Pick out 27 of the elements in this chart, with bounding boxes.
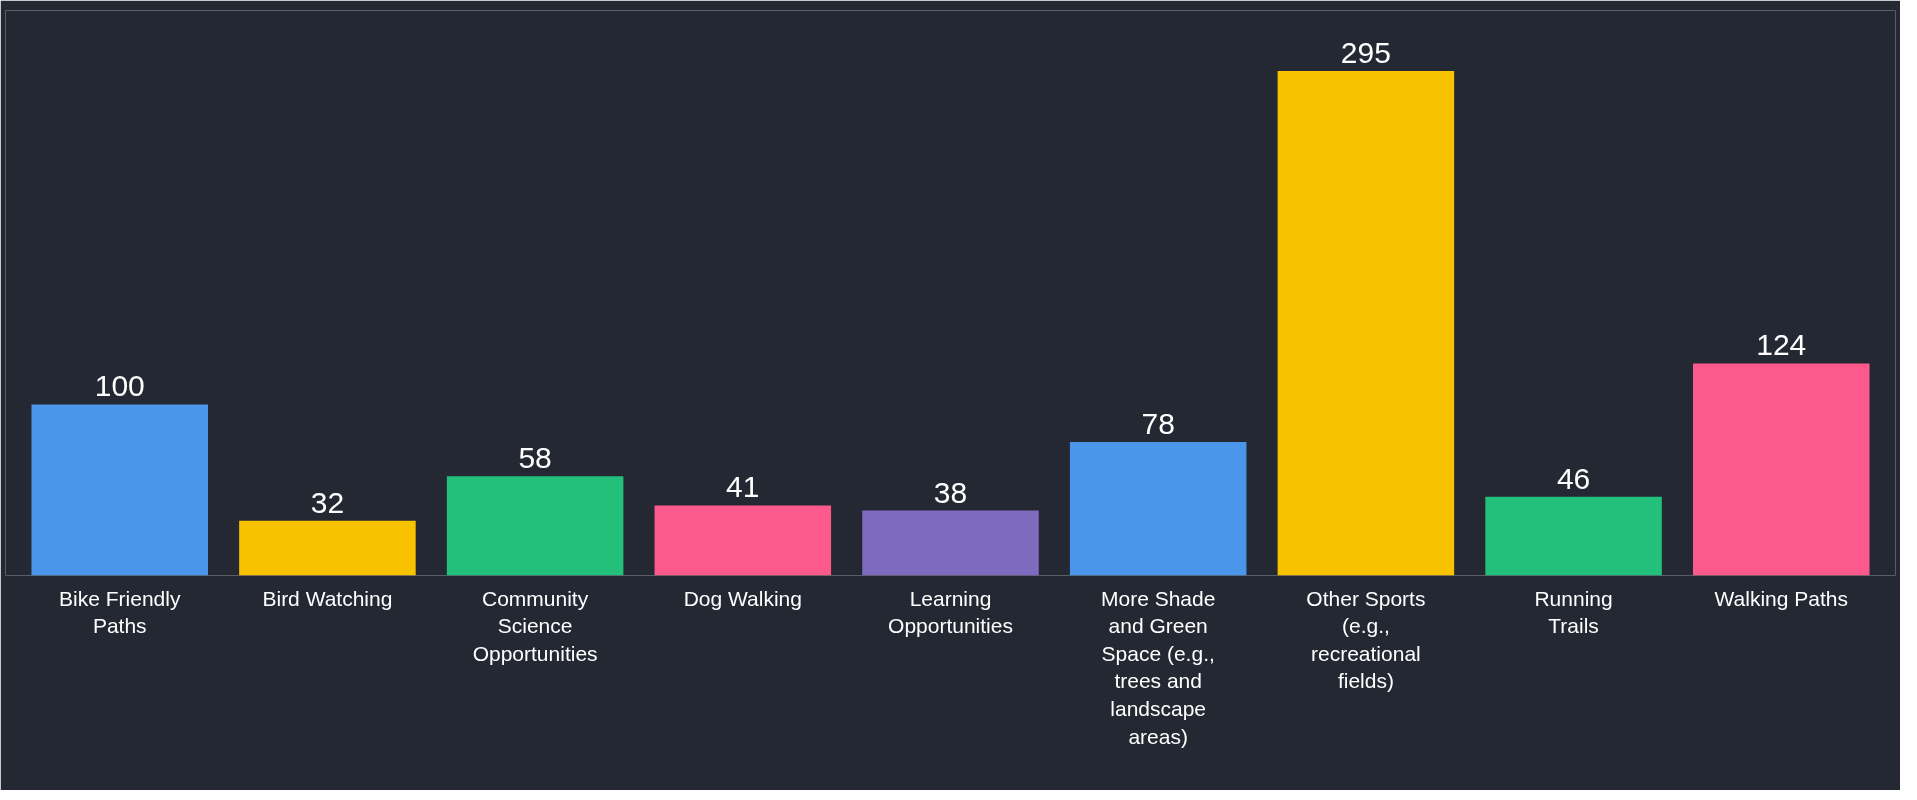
data-label: 58 <box>518 441 552 475</box>
x-tick-label: Bike Friendly Paths <box>59 586 181 638</box>
x-tick-label: Bird Watching <box>262 586 393 610</box>
x-tick-label: Dog Walking <box>683 586 802 610</box>
bar <box>1277 71 1455 576</box>
data-label: 295 <box>1340 36 1391 70</box>
bar <box>446 476 624 576</box>
data-label: 32 <box>310 485 345 519</box>
bar <box>654 505 832 576</box>
bar <box>862 510 1039 576</box>
x-tick-label: Walking Paths <box>1714 586 1848 610</box>
data-label: 78 <box>1141 407 1175 441</box>
bar <box>31 404 208 576</box>
data-label: 38 <box>933 475 968 509</box>
data-label: 100 <box>94 369 145 403</box>
x-tick-label: Running Trails <box>1534 586 1613 638</box>
bar <box>1485 496 1662 576</box>
data-label: 46 <box>1556 461 1591 495</box>
bar <box>239 520 416 576</box>
x-tick-label: Other Sports (e.g., recreational fields) <box>1306 586 1426 693</box>
bar <box>1693 363 1870 576</box>
data-label: 41 <box>726 470 760 504</box>
x-tick-label: Learning Opportunities <box>888 586 1013 638</box>
x-tick-label: Community Science Opportunities <box>472 586 598 665</box>
x-tick-label: More Shade and Green Space (e.g., trees and landscape areas) <box>1100 586 1216 748</box>
data-label: 124 <box>1756 328 1807 362</box>
bar <box>1069 442 1247 576</box>
